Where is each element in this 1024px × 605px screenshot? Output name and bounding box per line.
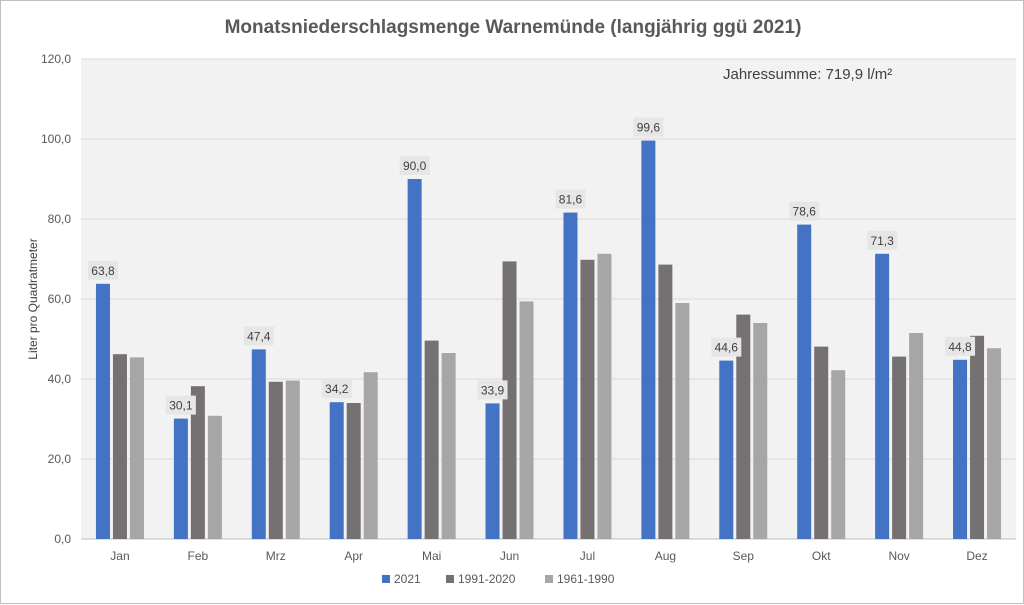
bar-1991-2020-Aug (658, 264, 673, 539)
data-label: 78,6 (793, 205, 817, 219)
x-tick-label: Jan (110, 549, 129, 563)
x-axis-ticks: Jan Feb Mrz Apr Mai Jun Jul Aug Sep Okt Nov Dez (110, 549, 987, 563)
bar-2021-Dez (953, 359, 968, 539)
data-label: 63,8 (91, 264, 115, 278)
data-label-box (399, 156, 430, 175)
legend-label-2021: 2021 (394, 572, 421, 586)
data-label-box (87, 260, 118, 280)
bar-1991-2020-Nov (892, 356, 907, 539)
data-label: 90,0 (403, 159, 427, 173)
x-tick-label: Feb (188, 549, 209, 563)
bar-2021-Nov (875, 253, 890, 540)
data-label: 44,6 (715, 341, 739, 355)
x-tick-label: Nov (888, 549, 909, 563)
bar-1991-2020-Mrz (268, 381, 283, 539)
x-tick-label: Okt (812, 549, 831, 563)
bar-1961-1990-Okt (831, 370, 846, 539)
bar-2021-Mai (407, 179, 422, 539)
gridlines (81, 58, 1016, 540)
x-tick-label: Sep (733, 549, 755, 563)
y-tick-label: 120,0 (41, 52, 71, 66)
x-tick-label: Jul (580, 549, 595, 563)
bar-1961-1990-Feb (207, 415, 222, 539)
annual-sum-annotation: Jahressumme: 719,9 l/m² (723, 66, 892, 83)
bar-2021-Sep (719, 360, 734, 539)
bar-1991-2020-Jan (112, 354, 127, 539)
y-axis-label: Liter pro Quadratmeter (26, 238, 40, 359)
data-label: 47,4 (247, 329, 271, 343)
bar-2021-Jan (95, 283, 110, 539)
bar-1961-1990-Nov (909, 333, 924, 539)
data-label: 99,6 (637, 121, 661, 135)
bar-1961-1990-Dez (987, 348, 1002, 539)
data-label-box (477, 380, 508, 400)
y-tick-label: 0,0 (54, 532, 71, 546)
legend-swatch-1961-1990 (545, 575, 553, 583)
bar-1961-1990-Mai (441, 353, 456, 539)
x-tick-label: Mrz (266, 549, 286, 563)
bar-1961-1990-Jan (129, 357, 144, 539)
bar-1961-1990-Sep (753, 323, 768, 539)
bar-2021-Apr (329, 402, 344, 539)
y-tick-label: 80,0 (48, 212, 72, 226)
bars (95, 140, 1002, 540)
data-label: 71,3 (870, 234, 894, 248)
y-tick-label: 20,0 (48, 452, 72, 466)
data-label: 30,1 (169, 399, 193, 413)
bar-1961-1990-Apr (363, 372, 378, 539)
legend-label-1961-1990: 1961-1990 (557, 572, 615, 586)
x-tick-label: Aug (655, 549, 676, 563)
bar-1961-1990-Aug (675, 303, 690, 539)
data-label: 33,9 (481, 383, 505, 397)
x-tick-label: Jun (500, 549, 519, 563)
data-label-box (945, 336, 976, 356)
bar-1961-1990-Jun (519, 301, 534, 539)
data-label-box (789, 201, 820, 221)
bar-1991-2020-Okt (814, 346, 829, 539)
legend: 2021 1991-2020 1961-1990 (382, 572, 615, 586)
bar-1961-1990-Jul (597, 253, 612, 540)
legend-swatch-2021 (382, 575, 390, 583)
data-label: 44,8 (948, 340, 972, 354)
bar-1961-1990-Mrz (285, 380, 300, 539)
data-label-box (243, 326, 274, 346)
data-label: 81,6 (559, 193, 583, 207)
bar-1991-2020-Feb (190, 386, 205, 539)
legend-swatch-1991-2020 (446, 575, 454, 583)
bar-1991-2020-Jun (502, 261, 517, 539)
bar-2021-Jul (563, 212, 578, 539)
x-tick-label: Apr (344, 549, 363, 563)
data-label-box (321, 379, 352, 399)
bar-1991-2020-Dez (970, 335, 985, 539)
x-tick-label: Mai (422, 549, 441, 563)
data-label-box (711, 337, 742, 357)
bar-1991-2020-Mai (424, 340, 439, 539)
y-axis-ticks: 0,0 20,0 40,0 60,0 80,0 100,0 120,0 (41, 52, 71, 546)
bar-2021-Mrz (251, 349, 266, 539)
data-label: 34,2 (325, 382, 349, 396)
data-labels: 63,8 30,1 47,4 34,2 90,0 33,9 81,6 99,6 44,6 78,6… (87, 117, 976, 415)
y-tick-label: 60,0 (48, 292, 72, 306)
bar-2021-Aug (641, 140, 656, 539)
bar-1991-2020-Apr (346, 403, 361, 539)
x-tick-label: Dez (966, 549, 987, 563)
data-label-box (555, 189, 586, 209)
data-label-box (633, 117, 664, 137)
bar-1991-2020-Jul (580, 259, 595, 539)
y-tick-label: 40,0 (48, 372, 72, 386)
bar-2021-Okt (797, 224, 812, 539)
legend-label-1991-2020: 1991-2020 (458, 572, 516, 586)
data-label-box (165, 395, 196, 415)
bar-2021-Feb (173, 418, 188, 539)
bar-1991-2020-Sep (736, 314, 751, 539)
bar-2021-Jun (485, 403, 500, 539)
y-tick-label: 100,0 (41, 132, 71, 146)
chart-title: Monatsniederschlagsmenge Warnemünde (lan… (225, 17, 802, 38)
data-label-box (867, 230, 898, 250)
